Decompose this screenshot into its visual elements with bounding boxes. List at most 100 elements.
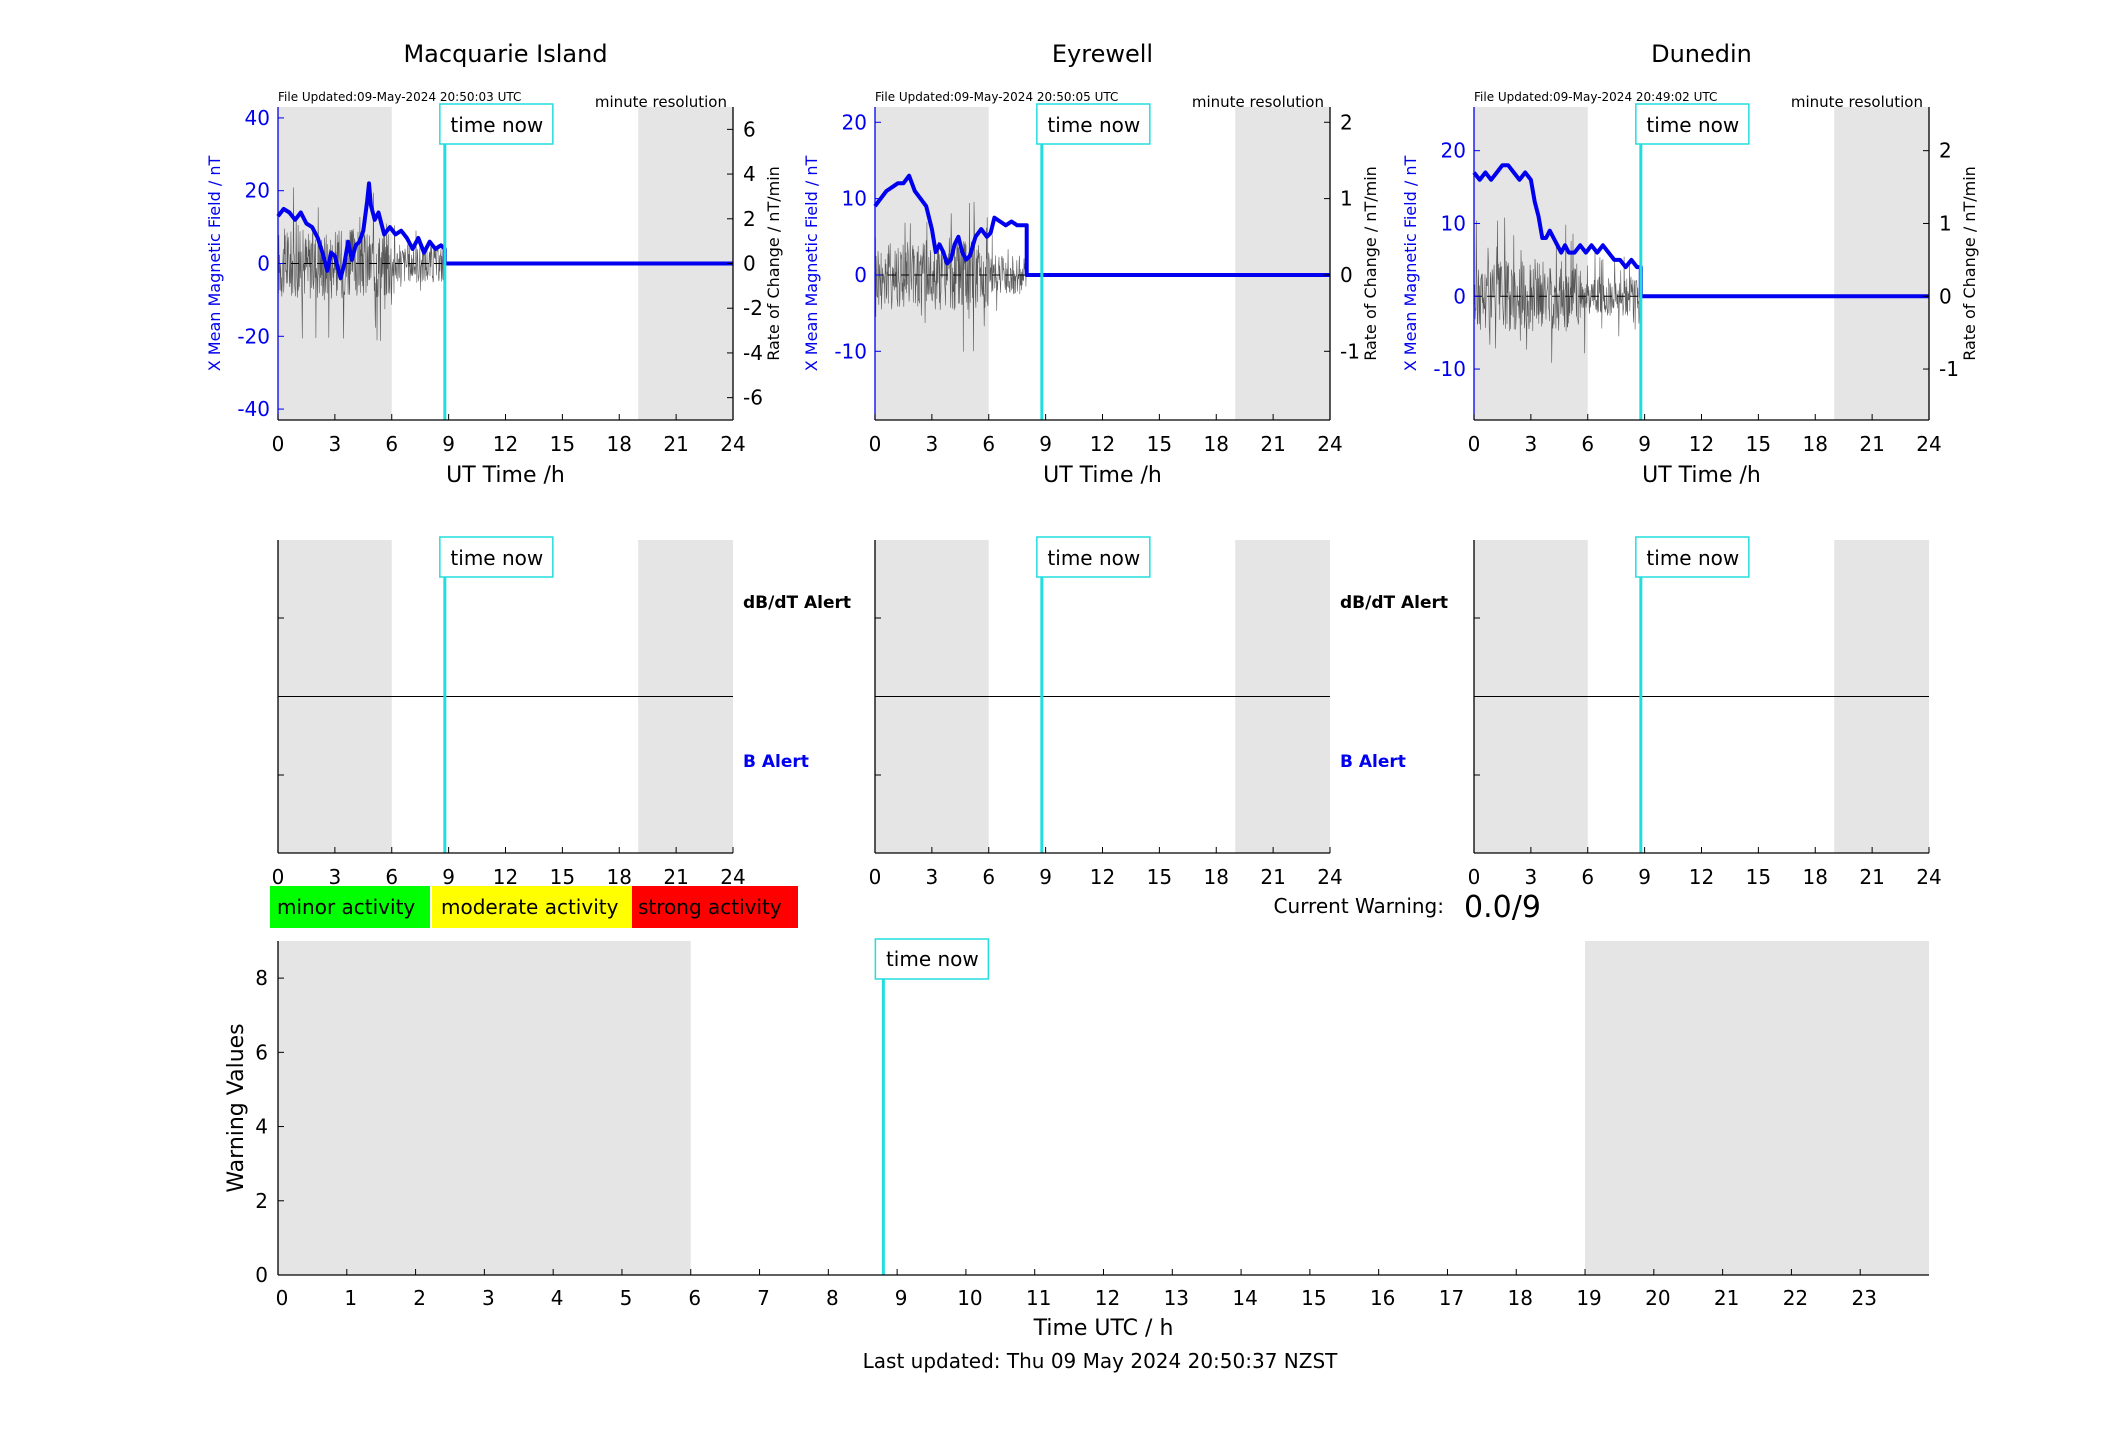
x-axis-label: UT Time /h bbox=[446, 463, 565, 488]
warning-y-tick-label: 2 bbox=[255, 1189, 268, 1213]
left-tick-label: 40 bbox=[245, 106, 270, 130]
x-tick-label: 24 bbox=[720, 432, 745, 456]
x-tick-label: 9 bbox=[442, 432, 455, 456]
left-tick-label: 0 bbox=[1453, 284, 1466, 308]
alert-time-now-label: time now bbox=[1047, 546, 1140, 570]
magnetic-field-line bbox=[873, 173, 1330, 277]
right-tick-label: 1 bbox=[1939, 211, 1952, 235]
resolution-label: minute resolution bbox=[595, 93, 727, 111]
time-now-box bbox=[1635, 103, 1750, 145]
warning-x-tick-label: 0 bbox=[276, 1286, 289, 1310]
station-title: Eyrewell bbox=[1052, 40, 1153, 68]
warning-x-tick-label: 1 bbox=[344, 1286, 357, 1310]
alert-x-tick-label: 6 bbox=[982, 865, 995, 889]
alert-x-tick-label: 3 bbox=[926, 865, 939, 889]
right-y-axis-label: Rate of Change / nT/min bbox=[1960, 166, 1979, 361]
time-now-label: time now bbox=[450, 113, 543, 137]
warning-x-tick-label: 19 bbox=[1576, 1286, 1601, 1310]
left-tick-label: 0 bbox=[854, 263, 867, 287]
time-now-box bbox=[439, 103, 554, 145]
b-alert-label: B Alert bbox=[743, 752, 809, 772]
warning-x-tick-label: 20 bbox=[1645, 1286, 1670, 1310]
warning-x-tick-label: 11 bbox=[1026, 1286, 1051, 1310]
minor-activity-swatch bbox=[270, 886, 430, 928]
night-shade-evening bbox=[1834, 107, 1929, 420]
station-title: Macquarie Island bbox=[403, 40, 607, 68]
alert-x-tick-label: 24 bbox=[1317, 865, 1342, 889]
warning-x-tick-label: 15 bbox=[1301, 1286, 1326, 1310]
x-tick-label: 24 bbox=[1317, 432, 1342, 456]
warning-night-shade-evening bbox=[1585, 941, 1929, 1275]
warning-x-tick-label: 7 bbox=[757, 1286, 770, 1310]
alert-x-tick-label: 0 bbox=[1468, 865, 1481, 889]
current-warning-value: 0.0/9 bbox=[1464, 890, 1541, 925]
left-tick-label: 0 bbox=[257, 252, 270, 276]
minor-activity-label: minor activity bbox=[277, 895, 415, 919]
left-tick-label: -20 bbox=[237, 324, 270, 348]
right-y-axis-label: Rate of Change / nT/min bbox=[764, 166, 783, 361]
warning-x-tick-label: 8 bbox=[826, 1286, 839, 1310]
alert-x-tick-label: 9 bbox=[1638, 865, 1651, 889]
dbdt-alert-label: dB/dT Alert bbox=[1340, 593, 1448, 613]
current-warning-label: Current Warning: bbox=[1274, 894, 1444, 918]
night-shade-evening bbox=[1235, 107, 1330, 420]
x-tick-label: 3 bbox=[329, 432, 342, 456]
alert-x-tick-label: 12 bbox=[1689, 865, 1714, 889]
warning-y-tick-label: 0 bbox=[255, 1263, 268, 1287]
warning-x-tick-label: 12 bbox=[1095, 1286, 1120, 1310]
warning-time-now-label: time now bbox=[886, 947, 979, 971]
right-tick-label: -1 bbox=[1340, 339, 1360, 363]
b-alert-label: B Alert bbox=[1340, 752, 1406, 772]
magnetic-field-line bbox=[276, 181, 733, 281]
moderate-activity-label: moderate activity bbox=[441, 895, 619, 919]
right-tick-label: 0 bbox=[743, 252, 756, 276]
left-tick-label: 20 bbox=[1441, 139, 1466, 163]
left-y-axis-label: X Mean Magnetic Field / nT bbox=[1401, 156, 1420, 372]
time-now-label: time now bbox=[1646, 113, 1739, 137]
warning-y-tick-label: 6 bbox=[255, 1040, 268, 1064]
alert-x-tick-label: 18 bbox=[1803, 865, 1828, 889]
alert-time-now-box bbox=[1036, 536, 1151, 578]
left-y-axis-label: X Mean Magnetic Field / nT bbox=[205, 156, 224, 372]
rate-of-change-line bbox=[1473, 217, 1642, 363]
warning-x-tick-label: 5 bbox=[620, 1286, 633, 1310]
x-tick-label: 15 bbox=[1746, 432, 1771, 456]
alert-time-now-label: time now bbox=[450, 546, 543, 570]
alert-x-tick-label: 0 bbox=[869, 865, 882, 889]
warning-x-tick-label: 6 bbox=[688, 1286, 701, 1310]
rate-of-change-line bbox=[874, 201, 1027, 352]
alert-x-tick-label: 21 bbox=[1260, 865, 1285, 889]
warning-x-tick-label: 13 bbox=[1164, 1286, 1189, 1310]
alert-x-tick-label: 18 bbox=[1204, 865, 1229, 889]
left-tick-label: -10 bbox=[1433, 357, 1466, 381]
moderate-activity-swatch bbox=[432, 886, 632, 928]
left-y-axis-label: X Mean Magnetic Field / nT bbox=[802, 156, 821, 372]
alert-x-tick-label: 9 bbox=[442, 865, 455, 889]
file-updated-label: File Updated:09-May-2024 20:49:02 UTC bbox=[1474, 90, 1717, 104]
alert-x-tick-label: 24 bbox=[1916, 865, 1941, 889]
warning-x-tick-label: 9 bbox=[895, 1286, 908, 1310]
alert-x-tick-label: 15 bbox=[1147, 865, 1172, 889]
x-tick-label: 15 bbox=[550, 432, 575, 456]
resolution-label: minute resolution bbox=[1791, 93, 1923, 111]
activity-legend: minor activity moderate activity strong ac… bbox=[270, 886, 798, 928]
warning-x-tick-label: 4 bbox=[551, 1286, 564, 1310]
warning-x-tick-label: 22 bbox=[1783, 1286, 1808, 1310]
right-tick-label: 2 bbox=[743, 207, 756, 231]
warning-y-tick-label: 8 bbox=[255, 966, 268, 990]
x-tick-label: 0 bbox=[1468, 432, 1481, 456]
x-tick-label: 9 bbox=[1039, 432, 1052, 456]
x-tick-label: 3 bbox=[1525, 432, 1538, 456]
last-updated-footer: Last updated: Thu 09 May 2024 20:50:37 N… bbox=[863, 1349, 1339, 1373]
right-tick-label: -1 bbox=[1939, 357, 1959, 381]
warning-y-tick-label: 4 bbox=[255, 1115, 268, 1139]
warning-night-shade-morning bbox=[278, 941, 691, 1275]
x-tick-label: 3 bbox=[926, 432, 939, 456]
alert-x-tick-label: 21 bbox=[663, 865, 688, 889]
warning-y-axis-label: Warning Values bbox=[224, 1023, 249, 1192]
alert-x-tick-label: 6 bbox=[1581, 865, 1594, 889]
strong-activity-swatch bbox=[632, 886, 798, 928]
time-now-box bbox=[1036, 103, 1151, 145]
